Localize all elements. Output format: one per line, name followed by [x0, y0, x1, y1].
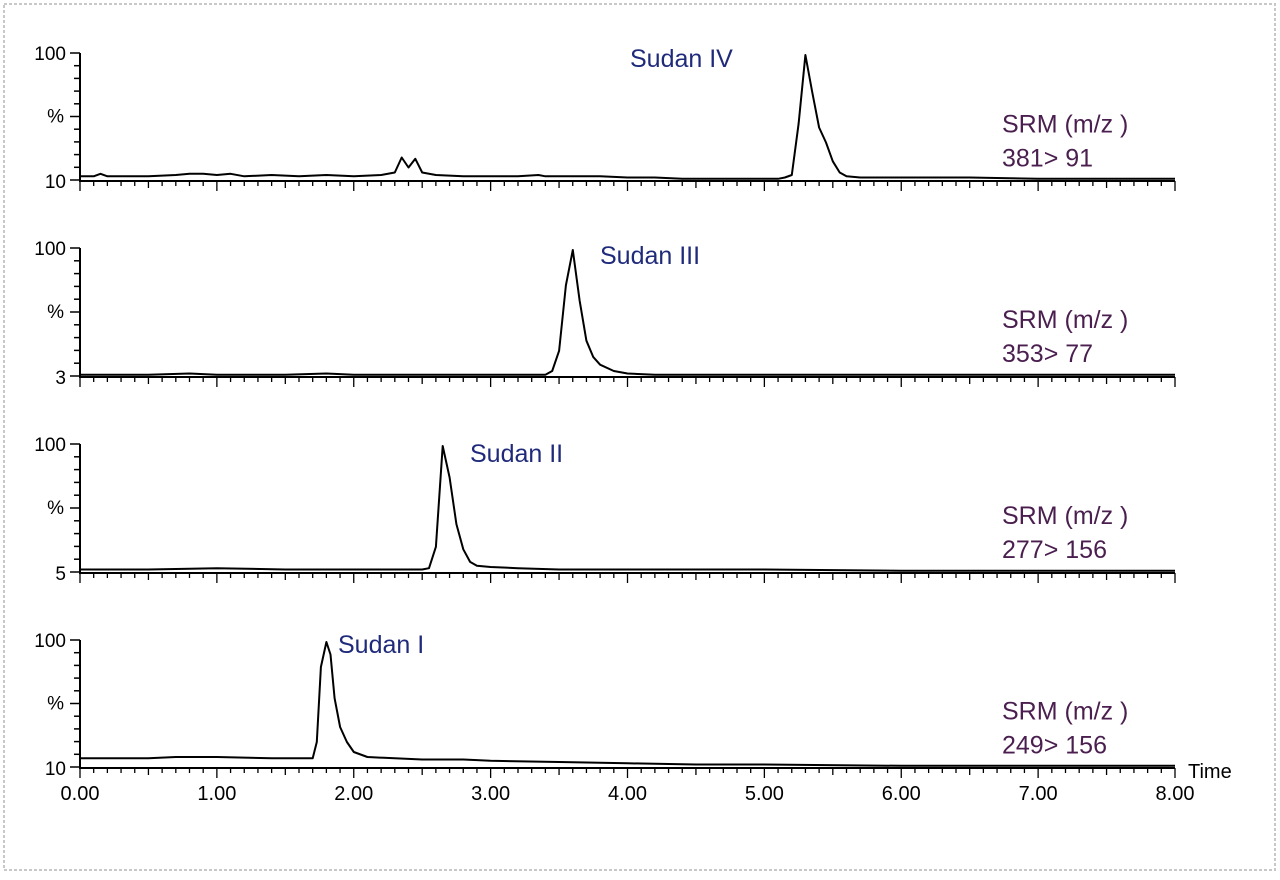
srm-label: SRM (m/z ) [1002, 111, 1128, 139]
srm-label: SRM (m/z ) [1002, 698, 1128, 726]
y-tick-label-bottom: 10 [45, 172, 66, 193]
peak-label: Sudan III [600, 242, 700, 270]
peak-label: Sudan IV [630, 45, 733, 73]
chromatogram-panel-1: 100% 10 Sudan IV SRM (m/z ) 381> 91 [34, 44, 1176, 193]
peak-label: Sudan I [338, 631, 424, 659]
x-tick-label: 2.00 [334, 783, 373, 805]
x-tick-label: 4.00 [608, 783, 647, 805]
x-tick-label: 0.00 [61, 783, 100, 805]
chromatogram-panel-3: 100% 5 Sudan II SRM (m/z ) 277> 156 [34, 435, 1176, 585]
x-tick-label: 5.00 [745, 783, 784, 805]
x-tick-label: 7.00 [1019, 783, 1058, 805]
x-axis-label: Time [1188, 761, 1232, 783]
chromatogram-panel-4: 100% 10 Sudan I SRM (m/z ) 249> 156 0.00 1.00 2… [34, 631, 1231, 805]
y-tick-label-top: 100 [34, 631, 66, 652]
srm-transition: 249> 156 [1002, 732, 1107, 760]
y-axis-label: % [47, 302, 64, 323]
y-tick-label-bottom: 10 [45, 759, 66, 780]
chromatogram-panel-2: 100% 3 Sudan III SRM (m/z ) 353> 77 [34, 239, 1176, 389]
peak-label: Sudan II [470, 440, 563, 468]
y-axis-label: % [47, 694, 64, 715]
y-tick-label-top: 100 [34, 239, 66, 260]
x-tick-label: 3.00 [471, 783, 510, 805]
x-tick-label: 6.00 [882, 783, 921, 805]
srm-label: SRM (m/z ) [1002, 502, 1128, 530]
y-axis-label: % [47, 498, 64, 519]
x-tick-label: 1.00 [197, 783, 236, 805]
y-tick-label-top: 100 [34, 435, 66, 456]
chromatogram-trace [80, 249, 1175, 376]
chromatogram-trace [80, 641, 1175, 767]
y-axis-label: % [47, 107, 64, 128]
y-tick-label-bottom: 5 [55, 564, 66, 585]
y-tick-label-bottom: 3 [55, 368, 66, 389]
srm-transition: 353> 77 [1002, 340, 1093, 368]
y-tick-label-top: 100 [34, 44, 66, 65]
srm-transition: 381> 91 [1002, 145, 1093, 173]
srm-transition: 277> 156 [1002, 536, 1107, 564]
srm-label: SRM (m/z ) [1002, 306, 1128, 334]
chromatogram-trace [80, 54, 1175, 180]
x-tick-label: 8.00 [1156, 783, 1195, 805]
figure-border [3, 3, 1276, 871]
chromatogram-trace [80, 445, 1175, 572]
